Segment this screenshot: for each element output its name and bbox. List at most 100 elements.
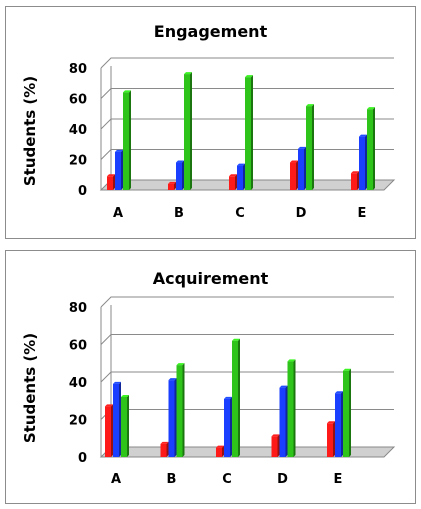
bar-front (168, 183, 174, 190)
bar-front (335, 393, 341, 457)
bar-side (365, 134, 367, 190)
y-tick-label: 40 (69, 123, 87, 138)
bar (335, 391, 343, 457)
bar-side (293, 359, 296, 457)
bar-front (271, 436, 278, 457)
bar (245, 75, 253, 190)
y-tick-label: 0 (78, 451, 87, 466)
bar (237, 163, 245, 190)
bar-side (230, 396, 232, 457)
bar-front (184, 74, 190, 190)
bar-top (229, 174, 237, 177)
bar-side (127, 395, 129, 457)
bar (105, 404, 113, 457)
bar (224, 396, 232, 457)
x-tick-label: A (113, 206, 123, 221)
gridline (100, 371, 394, 383)
bar-front (113, 383, 119, 457)
bar-top (105, 404, 113, 407)
bar (121, 395, 129, 457)
bar-top (298, 146, 306, 149)
y-tick-label: 60 (69, 93, 87, 108)
x-tick-label: E (358, 206, 367, 221)
bar-side (121, 149, 123, 190)
bar-top (237, 163, 245, 166)
bar-top (176, 363, 185, 366)
bar-top (121, 395, 129, 397)
gridline (100, 88, 394, 99)
bar (107, 174, 115, 190)
bar (160, 441, 169, 457)
bar-front (229, 176, 235, 190)
bar-side (251, 75, 253, 190)
bar-side (174, 378, 177, 457)
x-tick-label: B (167, 472, 177, 487)
y-tick-label: 80 (69, 62, 87, 77)
x-tick-label: C (222, 472, 232, 487)
bar-top (327, 421, 335, 424)
chart-title: Engagement (153, 22, 268, 41)
x-tick-label: D (277, 472, 288, 487)
bar-front (343, 370, 349, 457)
bar-side (304, 146, 306, 190)
bar-side (349, 368, 351, 457)
bar (176, 160, 184, 190)
bar-side (222, 445, 224, 457)
bar-top (359, 134, 367, 137)
bar (306, 104, 314, 190)
bar-top (224, 396, 232, 399)
bar-top (184, 72, 192, 75)
bar-top (107, 174, 115, 177)
bar-top (245, 75, 253, 78)
bar-front (115, 151, 121, 190)
gridline (100, 57, 394, 69)
bar (176, 363, 185, 457)
bar-front (351, 173, 357, 190)
bar-front (168, 380, 175, 457)
y-tick-label: 40 (69, 376, 87, 391)
bar (359, 134, 367, 190)
bar-top (290, 160, 298, 163)
bar-front (216, 447, 222, 457)
y-tick-label: 0 (78, 184, 87, 199)
bar-top (306, 104, 314, 107)
bar (113, 381, 121, 457)
bar-side (111, 404, 113, 457)
bar-front (176, 365, 183, 457)
gridline (100, 118, 394, 130)
bar-front (176, 162, 182, 190)
bar-top (232, 338, 240, 341)
bar-top (367, 107, 375, 110)
bar-top (115, 149, 123, 152)
bar-front (232, 340, 238, 457)
bar-front (107, 176, 113, 190)
bar-side (235, 174, 237, 190)
bar (232, 338, 240, 457)
gridline (100, 334, 394, 345)
bar-front (245, 77, 251, 190)
bar-front (327, 423, 333, 457)
bar (168, 378, 177, 457)
bar (168, 181, 176, 190)
bar-front (105, 406, 111, 457)
y-tick-label: 20 (69, 154, 87, 169)
bar-front (237, 165, 243, 190)
bar (290, 160, 298, 190)
bar-top (335, 391, 343, 394)
bar-side (243, 163, 245, 190)
bar-front (306, 106, 312, 190)
bar-top (168, 378, 177, 381)
bar-side (129, 90, 131, 190)
bar (287, 359, 296, 457)
bar-top (351, 171, 359, 174)
bar-side (182, 363, 185, 457)
bar (279, 385, 288, 457)
bar-front (160, 443, 167, 457)
bar-side (312, 104, 314, 190)
bar (184, 72, 192, 190)
y-tick-label: 60 (69, 339, 87, 354)
bar-front (359, 136, 365, 190)
bar-top (176, 160, 184, 163)
x-tick-label: E (334, 472, 343, 487)
bar-side (190, 72, 192, 190)
